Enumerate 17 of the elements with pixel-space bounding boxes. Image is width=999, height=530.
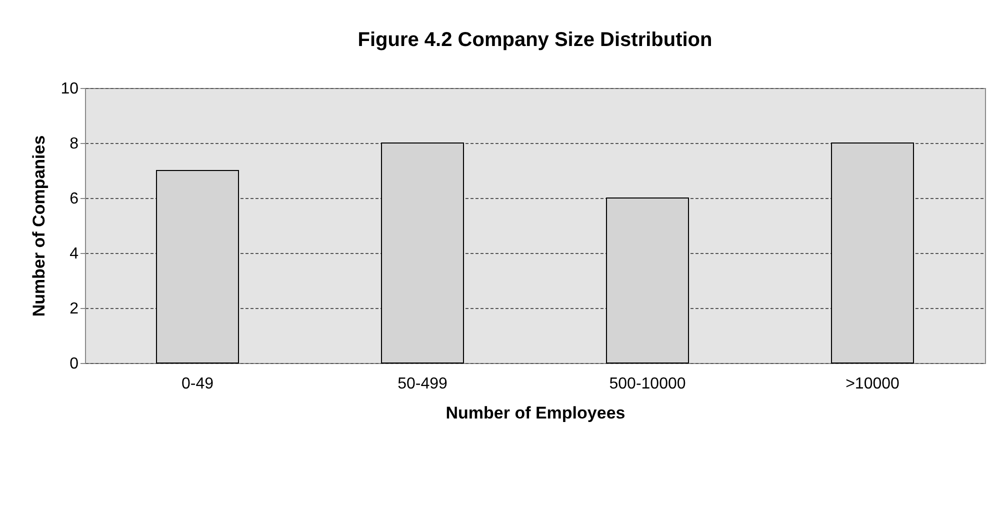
bar xyxy=(831,142,914,364)
x-tick-label: 500-10000 xyxy=(609,376,686,392)
x-tick-label: 0-49 xyxy=(181,376,214,392)
x-tick-label: 50-499 xyxy=(398,376,448,392)
y-tick-label: 6 xyxy=(70,190,79,208)
y-tick-label: 2 xyxy=(70,300,79,318)
y-tick-label: 0 xyxy=(70,356,79,372)
bar xyxy=(381,142,464,364)
y-tick-label: 10 xyxy=(60,80,79,98)
x-axis-title: Number of Employees xyxy=(446,404,626,422)
chart-title: Figure 4.2 Company Size Distribution xyxy=(358,29,712,51)
y-tick-label: 8 xyxy=(70,136,79,152)
y-axis-title: Number of Companies xyxy=(30,135,49,317)
x-tick-label: >10000 xyxy=(846,376,900,392)
y-tick-label: 4 xyxy=(70,246,79,262)
bar xyxy=(156,170,239,364)
bar xyxy=(606,198,689,364)
